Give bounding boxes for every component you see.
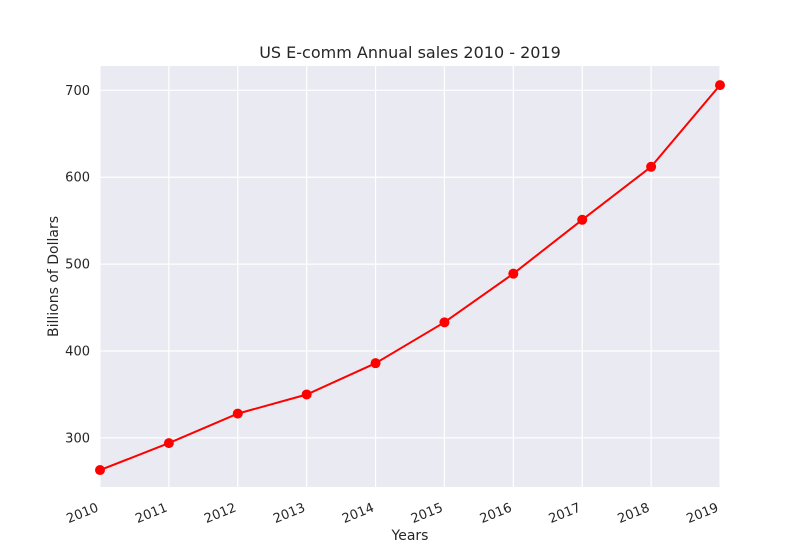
y-tick-label: 700 [65, 84, 90, 99]
data-point [508, 268, 519, 279]
x-tick-label: 2018 [616, 501, 652, 527]
x-tick-label: 2019 [685, 501, 721, 527]
x-axis-label: Years [391, 528, 429, 544]
y-tick-label: 500 [65, 258, 90, 273]
y-tick-label: 400 [65, 345, 90, 360]
x-tick-labels: 2010 2011 2012 2013 2014 2015 2016 2017 2018 2019 [65, 501, 721, 527]
y-tick-label: 600 [65, 171, 90, 186]
data-point [439, 317, 450, 328]
data-point [577, 214, 588, 225]
data-point [646, 161, 657, 172]
data-point [301, 389, 312, 400]
data-point [232, 408, 243, 419]
series-line [99, 84, 721, 472]
data-points [95, 80, 725, 476]
y-tick-label: 300 [65, 431, 90, 446]
x-tick-label: 2011 [133, 501, 169, 527]
x-tick-label: 2012 [202, 501, 238, 527]
plot-area [100, 66, 720, 487]
x-tick-label: 2016 [478, 501, 514, 527]
y-tick-labels: 300 400 500 600 700 [65, 84, 90, 447]
data-point [715, 80, 725, 91]
x-tick-label: 2013 [271, 501, 307, 527]
x-tick-label: 2017 [547, 501, 583, 527]
data-point [370, 358, 381, 369]
chart-title: US E-comm Annual sales 2010 - 2019 [259, 43, 561, 62]
data-point [163, 438, 174, 449]
y-axis-label: Billions of Dollars [46, 216, 62, 337]
gridlines [99, 66, 721, 487]
x-tick-label: 2010 [65, 501, 101, 527]
data-point [95, 465, 105, 476]
x-tick-label: 2014 [340, 501, 376, 527]
x-tick-label: 2015 [409, 501, 445, 527]
